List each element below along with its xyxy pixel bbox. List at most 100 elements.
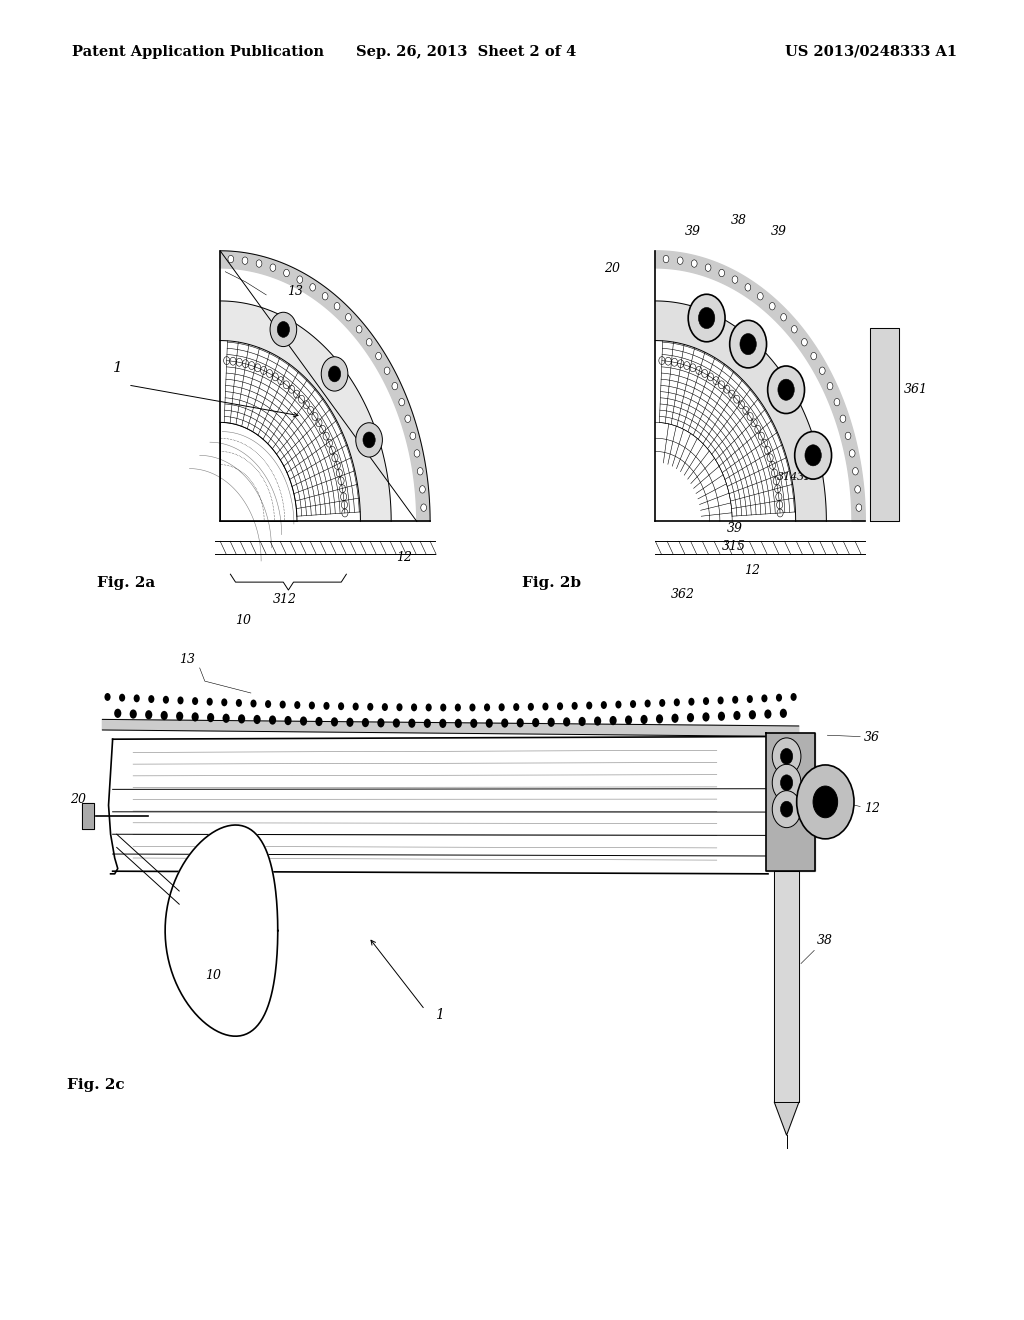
Circle shape	[601, 701, 607, 709]
Circle shape	[377, 718, 384, 727]
Circle shape	[300, 717, 307, 726]
Circle shape	[772, 764, 801, 801]
Circle shape	[399, 399, 404, 405]
Circle shape	[382, 704, 388, 711]
Circle shape	[527, 702, 534, 710]
Circle shape	[548, 718, 555, 727]
Circle shape	[256, 260, 262, 267]
Circle shape	[285, 715, 292, 725]
Circle shape	[177, 697, 183, 705]
Text: 20: 20	[604, 261, 621, 275]
Circle shape	[207, 713, 214, 722]
Circle shape	[543, 702, 549, 710]
Text: 38: 38	[731, 214, 748, 227]
Circle shape	[855, 486, 860, 494]
Circle shape	[315, 717, 323, 726]
Text: 20: 20	[70, 792, 86, 805]
Text: 361: 361	[904, 383, 928, 396]
Circle shape	[331, 717, 338, 726]
Circle shape	[795, 432, 831, 479]
Circle shape	[813, 785, 838, 817]
Circle shape	[586, 701, 592, 709]
Circle shape	[764, 709, 771, 718]
Circle shape	[659, 700, 666, 708]
Circle shape	[780, 314, 786, 321]
Circle shape	[352, 702, 358, 710]
Circle shape	[345, 314, 351, 321]
Circle shape	[114, 709, 121, 718]
Circle shape	[706, 264, 711, 272]
Circle shape	[772, 791, 801, 828]
Text: 38: 38	[817, 933, 834, 946]
Circle shape	[687, 713, 694, 722]
Text: 39: 39	[727, 521, 742, 535]
Text: 13: 13	[287, 285, 303, 298]
Text: 314: 314	[777, 471, 799, 482]
Text: Sep. 26, 2013  Sheet 2 of 4: Sep. 26, 2013 Sheet 2 of 4	[355, 45, 577, 59]
Circle shape	[640, 715, 647, 725]
Polygon shape	[655, 301, 826, 521]
Circle shape	[163, 696, 169, 704]
Circle shape	[758, 293, 763, 300]
Circle shape	[134, 694, 140, 702]
Circle shape	[768, 366, 805, 413]
Circle shape	[853, 467, 858, 475]
Circle shape	[761, 694, 767, 702]
Circle shape	[297, 276, 303, 284]
Circle shape	[356, 326, 362, 333]
Circle shape	[594, 717, 601, 726]
Text: 12: 12	[864, 801, 881, 814]
Text: 1: 1	[113, 362, 123, 375]
Circle shape	[280, 701, 286, 709]
Circle shape	[368, 702, 374, 710]
Polygon shape	[165, 825, 278, 1036]
Circle shape	[691, 260, 697, 267]
Circle shape	[625, 715, 632, 725]
Circle shape	[148, 696, 155, 704]
Circle shape	[702, 697, 709, 705]
Circle shape	[322, 356, 348, 391]
Polygon shape	[82, 803, 94, 829]
Circle shape	[396, 704, 402, 711]
Circle shape	[334, 302, 340, 310]
Circle shape	[718, 711, 725, 721]
Circle shape	[849, 450, 855, 457]
Circle shape	[557, 702, 563, 710]
Text: 10: 10	[205, 969, 221, 982]
Circle shape	[733, 711, 740, 721]
Circle shape	[440, 704, 446, 711]
Circle shape	[609, 715, 616, 725]
Circle shape	[193, 697, 199, 705]
Circle shape	[769, 302, 775, 310]
Text: 13: 13	[179, 652, 196, 665]
Circle shape	[361, 718, 369, 727]
Circle shape	[161, 711, 168, 721]
Text: 36: 36	[864, 730, 881, 743]
Circle shape	[532, 718, 540, 727]
Text: 10: 10	[236, 614, 252, 627]
Circle shape	[278, 322, 290, 338]
Text: Fig. 2a: Fig. 2a	[97, 577, 156, 590]
Circle shape	[270, 264, 275, 272]
Circle shape	[238, 714, 245, 723]
Text: 313: 313	[797, 471, 818, 482]
Circle shape	[688, 698, 694, 706]
Circle shape	[778, 379, 795, 400]
Circle shape	[410, 432, 416, 440]
Circle shape	[309, 701, 315, 709]
Circle shape	[455, 704, 461, 711]
Polygon shape	[220, 251, 430, 521]
Text: 39: 39	[771, 224, 787, 238]
Circle shape	[772, 738, 801, 775]
Circle shape	[176, 711, 183, 721]
Circle shape	[780, 801, 793, 817]
Circle shape	[732, 696, 738, 704]
Circle shape	[409, 718, 416, 727]
Circle shape	[418, 467, 423, 475]
Circle shape	[698, 308, 715, 329]
Circle shape	[411, 704, 417, 711]
Circle shape	[228, 255, 233, 263]
Text: 12: 12	[744, 564, 761, 577]
Circle shape	[749, 710, 756, 719]
Circle shape	[672, 714, 679, 723]
